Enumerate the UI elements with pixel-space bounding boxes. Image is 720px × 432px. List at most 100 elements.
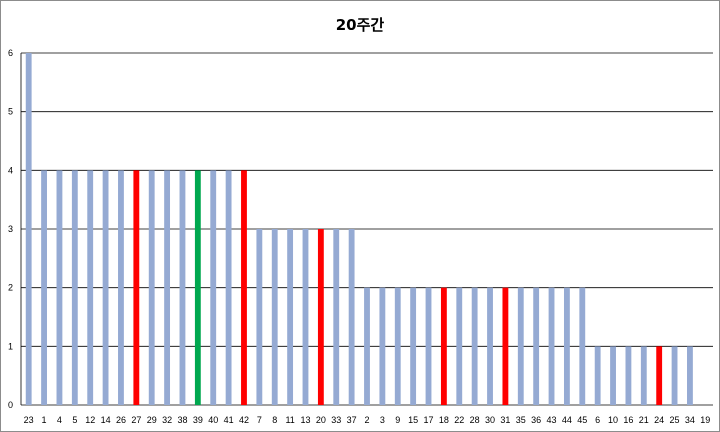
bar-33 <box>333 229 340 405</box>
x-tick-label: 28 <box>470 415 480 425</box>
bars <box>25 53 693 405</box>
x-tick-label: 38 <box>177 415 187 425</box>
x-tick-label: 31 <box>500 415 510 425</box>
y-tick-label: 1 <box>8 341 13 351</box>
bar-8 <box>271 229 278 405</box>
x-tick-label: 27 <box>131 415 141 425</box>
x-tick-label: 25 <box>670 415 680 425</box>
x-tick-label: 4 <box>57 415 62 425</box>
bar-39 <box>194 170 201 405</box>
bar-30 <box>487 287 493 405</box>
x-tick-label: 6 <box>595 415 600 425</box>
x-tick-label: 18 <box>439 415 449 425</box>
bar-7 <box>256 229 263 405</box>
x-tick-label: 7 <box>257 415 262 425</box>
bar-2 <box>364 287 370 405</box>
bar-17 <box>425 287 432 405</box>
x-tick-label: 22 <box>454 415 464 425</box>
bar-15 <box>410 287 417 405</box>
x-tick-label: 13 <box>300 415 310 425</box>
x-tick-label: 3 <box>380 415 385 425</box>
bar-43 <box>548 287 555 405</box>
bar-25 <box>671 346 678 405</box>
y-tick-label: 4 <box>8 165 13 175</box>
x-tick-label: 19 <box>700 415 710 425</box>
bar-45 <box>579 287 586 405</box>
bar-6 <box>594 346 601 405</box>
x-tick-label: 14 <box>101 415 111 425</box>
x-tick-label: 43 <box>547 415 557 425</box>
bar-22 <box>456 287 463 405</box>
bar-18 <box>440 287 447 405</box>
y-axis-ticks: 0 1 2 3 4 5 6 <box>8 48 13 410</box>
y-tick-label: 3 <box>8 224 13 234</box>
y-tick-label: 2 <box>8 283 13 293</box>
bar-27 <box>133 170 140 405</box>
bar-20 <box>317 229 324 405</box>
x-tick-label: 16 <box>623 415 633 425</box>
x-tick-label: 15 <box>408 415 418 425</box>
x-tick-label: 8 <box>272 415 277 425</box>
x-tick-label: 41 <box>224 415 234 425</box>
x-tick-label: 20 <box>316 415 326 425</box>
bar-29 <box>148 170 155 405</box>
bar-40 <box>210 170 217 405</box>
x-tick-label: 21 <box>639 415 649 425</box>
bar-34 <box>687 346 693 405</box>
x-tick-label: 23 <box>24 415 34 425</box>
x-tick-label: 39 <box>193 415 203 425</box>
bar-41 <box>225 170 232 405</box>
x-tick-label: 5 <box>72 415 77 425</box>
bar-12 <box>87 170 94 405</box>
bar-36 <box>533 287 540 405</box>
x-axis-ticks: 23 1 4 5 12 14 26 27 29 32 38 39 40 41 42 7 8 11 13 20 33 37 2… <box>24 415 711 425</box>
bar-37 <box>348 229 355 405</box>
bar-14 <box>102 170 109 405</box>
x-tick-label: 2 <box>364 415 369 425</box>
x-tick-label: 32 <box>162 415 172 425</box>
x-tick-label: 17 <box>424 415 434 425</box>
x-tick-label: 12 <box>85 415 95 425</box>
bar-9 <box>394 287 401 405</box>
y-tick-label: 0 <box>8 400 13 410</box>
bar-3 <box>379 287 386 405</box>
x-tick-label: 26 <box>116 415 126 425</box>
y-tick-label: 5 <box>8 107 13 117</box>
bar-28 <box>471 287 478 405</box>
bar-32 <box>164 170 171 405</box>
x-tick-label: 11 <box>285 415 294 425</box>
bar-11 <box>287 229 294 405</box>
x-tick-label: 30 <box>485 415 495 425</box>
bar-21 <box>640 346 647 405</box>
x-tick-label: 40 <box>208 415 218 425</box>
x-tick-label: 37 <box>347 415 357 425</box>
bar-10 <box>610 346 616 405</box>
bar-44 <box>563 287 570 405</box>
x-tick-label: 33 <box>331 415 341 425</box>
x-tick-label: 34 <box>685 415 695 425</box>
x-tick-label: 42 <box>239 415 249 425</box>
bar-24 <box>656 346 663 405</box>
bar-23 <box>25 53 32 405</box>
bar-4 <box>56 170 63 405</box>
y-tick-label: 6 <box>8 48 13 58</box>
x-tick-label: 36 <box>531 415 541 425</box>
x-tick-label: 9 <box>395 415 400 425</box>
bar-1 <box>41 170 47 405</box>
chart-title: 20주간 <box>335 16 385 34</box>
bar-42 <box>241 170 247 405</box>
x-tick-label: 29 <box>147 415 157 425</box>
x-tick-label: 10 <box>608 415 618 425</box>
bar-31 <box>502 287 509 405</box>
bar-5 <box>71 170 78 405</box>
x-tick-label: 44 <box>562 415 572 425</box>
bar-13 <box>302 229 309 405</box>
x-tick-label: 24 <box>654 415 664 425</box>
x-tick-label: 35 <box>516 415 526 425</box>
bar-35 <box>517 287 524 405</box>
x-tick-label: 45 <box>577 415 587 425</box>
bar-26 <box>118 170 124 405</box>
x-tick-label: 1 <box>42 415 47 425</box>
